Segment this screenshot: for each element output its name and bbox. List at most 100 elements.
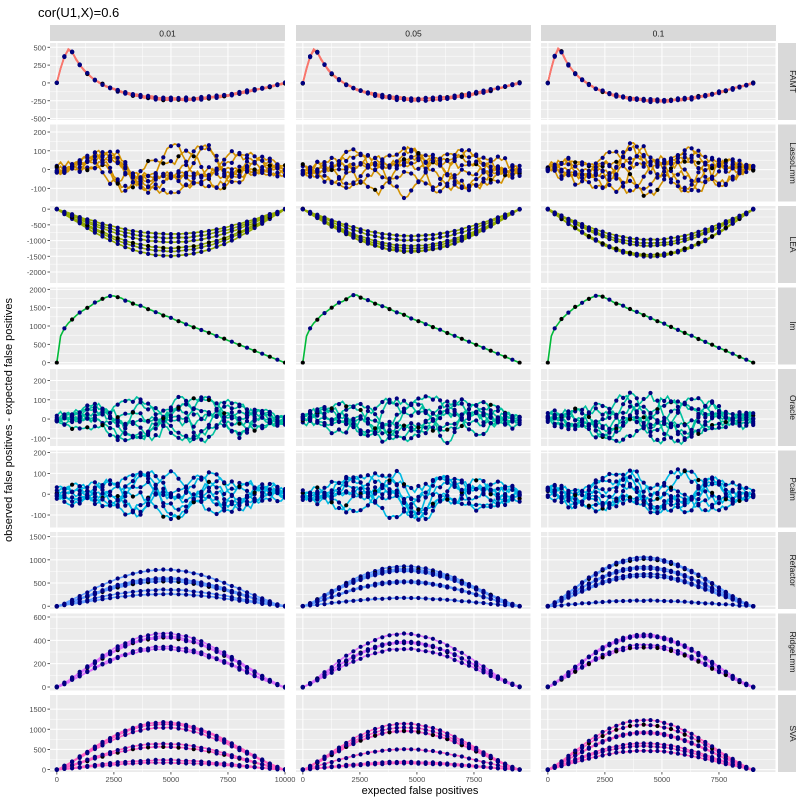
data-point — [416, 648, 421, 653]
data-point — [199, 593, 204, 598]
data-point — [336, 659, 342, 664]
data-point — [100, 154, 105, 160]
data-point — [336, 490, 342, 495]
data-point — [409, 188, 414, 193]
data-point — [689, 182, 694, 187]
data-point — [744, 485, 749, 490]
data-point — [244, 345, 250, 350]
data-point — [459, 227, 464, 232]
data-point — [655, 398, 660, 403]
median-point — [627, 495, 633, 500]
data-point — [586, 82, 592, 87]
median-point — [641, 313, 646, 318]
median-point — [130, 494, 135, 499]
data-point — [365, 90, 370, 96]
data-point — [580, 172, 585, 177]
y-tick-label: 1500 — [29, 533, 46, 542]
data-point — [92, 501, 97, 507]
data-point — [123, 590, 128, 596]
data-point — [336, 505, 342, 511]
data-point — [146, 234, 151, 239]
data-point — [115, 88, 120, 93]
data-point — [138, 229, 143, 235]
data-point — [85, 70, 90, 76]
data-point — [607, 471, 612, 477]
data-point — [100, 583, 105, 588]
data-point — [474, 172, 479, 177]
data-point — [92, 150, 97, 155]
data-point — [394, 430, 399, 435]
data-point — [387, 94, 392, 99]
data-point — [168, 254, 173, 259]
data-point — [710, 505, 715, 510]
data-point — [517, 604, 522, 609]
data-point — [474, 432, 479, 437]
data-point — [566, 590, 571, 595]
median-point — [696, 431, 701, 436]
median-point — [115, 181, 120, 186]
data-point — [199, 237, 204, 242]
data-point — [153, 175, 158, 180]
data-point — [703, 583, 708, 588]
data-point — [481, 504, 486, 509]
data-point — [409, 595, 414, 601]
data-point — [621, 472, 626, 477]
data-point — [723, 593, 728, 598]
data-point — [744, 412, 749, 417]
data-point — [108, 426, 113, 431]
data-point — [199, 492, 204, 497]
data-point — [438, 498, 443, 503]
data-point — [282, 207, 285, 212]
data-point — [168, 96, 173, 101]
data-point — [430, 236, 435, 241]
median-point — [176, 154, 181, 159]
data-point — [641, 186, 646, 191]
data-point — [716, 411, 722, 416]
data-point — [696, 407, 701, 412]
data-point — [627, 147, 633, 152]
data-point — [682, 565, 687, 571]
data-point — [153, 504, 158, 509]
data-point — [466, 148, 472, 153]
data-point — [466, 92, 472, 97]
data-point — [344, 222, 349, 227]
data-point — [459, 397, 464, 402]
data-point — [580, 411, 585, 416]
data-point — [409, 568, 414, 573]
data-point — [275, 357, 280, 362]
data-point — [336, 176, 342, 181]
data-point — [308, 174, 313, 179]
median-point — [488, 402, 493, 407]
data-point — [344, 231, 349, 236]
data-point — [260, 85, 265, 90]
data-point — [607, 577, 612, 583]
data-point — [737, 418, 742, 423]
data-point — [621, 437, 626, 442]
median-point — [459, 336, 464, 341]
data-point — [123, 499, 128, 504]
data-point — [267, 497, 272, 502]
median-point — [191, 244, 196, 249]
data-point — [138, 425, 143, 430]
data-point — [191, 231, 196, 236]
data-point — [627, 399, 633, 404]
data-point — [723, 487, 728, 493]
data-point — [191, 636, 196, 641]
data-point — [481, 345, 486, 350]
facet-panel — [296, 613, 532, 691]
data-point — [199, 437, 204, 442]
median-point — [723, 158, 728, 163]
data-point — [282, 685, 285, 690]
data-point — [641, 98, 646, 103]
data-point — [184, 162, 189, 168]
data-point — [77, 165, 82, 170]
data-point — [351, 479, 356, 484]
data-point — [607, 410, 612, 415]
data-point — [168, 144, 173, 149]
data-point — [503, 600, 508, 606]
data-point — [380, 582, 385, 587]
series-lines — [545, 293, 756, 365]
data-point — [322, 495, 327, 500]
data-point — [315, 213, 320, 218]
